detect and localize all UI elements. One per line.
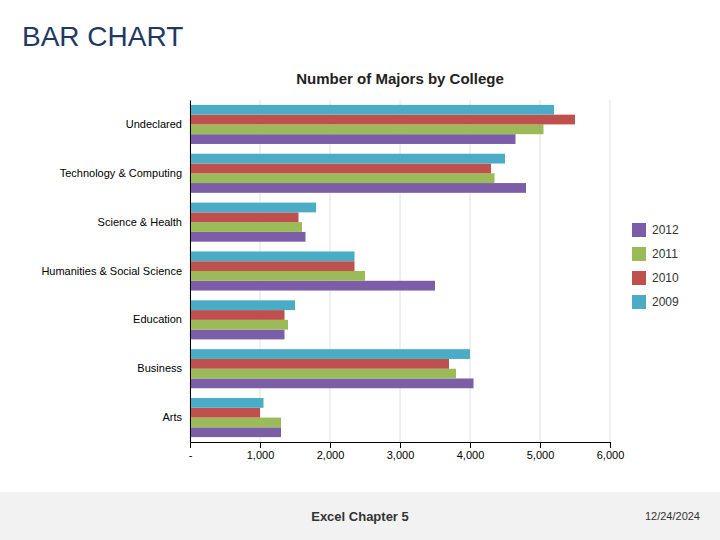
y-tick: Arts xyxy=(162,411,182,423)
legend-label: 2011 xyxy=(652,247,678,261)
plot: Number of Majors by College - 1,000 2,000 3,… xyxy=(41,70,624,461)
y-tick: Education xyxy=(133,313,182,325)
y-tick: Technology & Computing xyxy=(60,167,182,179)
legend-swatch xyxy=(632,295,646,309)
y-axis: Arts Business Education Humanities & Social… xyxy=(41,101,190,443)
y-tick-label: Humanities & Social Science xyxy=(41,265,182,277)
bar xyxy=(190,427,281,437)
bar xyxy=(190,183,526,193)
bar xyxy=(190,349,470,359)
y-tick-label: Undeclared xyxy=(126,118,182,130)
slide-title: BAR CHART xyxy=(22,21,183,52)
footer-band xyxy=(0,492,720,540)
x-tick: - xyxy=(189,442,193,461)
bar xyxy=(190,408,260,418)
chart-svg: BAR CHART Excel Chapter 5 12/24/2024 Number… xyxy=(0,0,720,540)
x-tick-mark xyxy=(190,442,191,448)
legend: 2012 2011 2010 2009 xyxy=(632,223,679,309)
y-tick-label: Business xyxy=(137,362,182,374)
x-tick-label: - xyxy=(189,449,193,461)
grid-line xyxy=(610,100,611,442)
legend-entry: 2011 xyxy=(632,247,678,261)
bar xyxy=(190,330,285,340)
bar xyxy=(190,300,295,310)
grid-line xyxy=(540,100,541,442)
x-tick-label: 3,000 xyxy=(387,449,415,461)
bar xyxy=(190,203,316,213)
bar xyxy=(190,418,281,428)
x-tick-mark xyxy=(470,442,471,448)
bar xyxy=(190,310,285,320)
x-tick: 5,000 xyxy=(527,442,555,461)
bar xyxy=(190,164,491,174)
grid-line xyxy=(190,100,191,442)
legend-swatch xyxy=(632,271,646,285)
bar xyxy=(190,271,365,281)
legend-label: 2012 xyxy=(652,223,679,237)
bar xyxy=(190,105,554,115)
bars xyxy=(190,105,575,437)
x-axis: - 1,000 2,000 3,000 4,000 5,000 6,000 xyxy=(189,442,625,461)
grid-line xyxy=(470,100,471,442)
bar xyxy=(190,359,449,369)
bar xyxy=(190,320,288,330)
x-tick-label: 4,000 xyxy=(457,449,485,461)
chart-title: Number of Majors by College xyxy=(296,70,504,87)
x-tick-mark xyxy=(330,442,331,448)
y-tick: Humanities & Social Science xyxy=(41,265,182,277)
legend-entry: 2010 xyxy=(632,271,679,285)
y-tick: Business xyxy=(137,362,182,374)
bar xyxy=(190,134,516,144)
legend-swatch xyxy=(632,247,646,261)
y-axis-line xyxy=(190,101,191,443)
y-tick-label: Education xyxy=(133,313,182,325)
x-tick-mark xyxy=(260,442,261,448)
legend-label: 2009 xyxy=(652,295,679,309)
bar xyxy=(190,232,306,242)
legend-entry: 2012 xyxy=(632,223,679,237)
y-tick-label: Technology & Computing xyxy=(60,167,182,179)
legend-swatch xyxy=(632,223,646,237)
legend-label: 2010 xyxy=(652,271,679,285)
x-tick-mark xyxy=(540,442,541,448)
bar xyxy=(190,154,505,164)
x-axis-line xyxy=(191,443,611,449)
y-tick: Science & Health xyxy=(98,216,182,228)
footer-text: Excel Chapter 5 xyxy=(311,509,409,524)
x-tick-mark xyxy=(610,442,611,448)
bar xyxy=(190,378,474,388)
bar xyxy=(190,212,299,222)
bar xyxy=(190,398,264,408)
x-tick-label: 1,000 xyxy=(247,449,275,461)
grid-line xyxy=(400,100,401,442)
bar-series xyxy=(190,115,575,418)
grid xyxy=(190,100,610,442)
bar xyxy=(190,261,355,271)
x-tick: 1,000 xyxy=(247,442,275,461)
x-tick: 6,000 xyxy=(597,442,625,461)
bar xyxy=(190,251,355,261)
bar xyxy=(190,281,435,291)
x-tick-mark xyxy=(400,442,401,448)
x-tick-label: 6,000 xyxy=(597,449,625,461)
bar xyxy=(190,222,302,232)
y-tick: Undeclared xyxy=(126,118,182,130)
legend-entry: 2009 xyxy=(632,295,679,309)
bar xyxy=(190,124,544,134)
y-tick-label: Arts xyxy=(162,411,182,423)
bar xyxy=(190,173,495,183)
bar-series xyxy=(190,124,544,427)
y-tick-label: Science & Health xyxy=(98,216,182,228)
x-tick: 2,000 xyxy=(317,442,345,461)
bar-series xyxy=(190,105,554,408)
bar xyxy=(190,369,456,379)
x-tick: 3,000 xyxy=(387,442,415,461)
bar xyxy=(190,115,575,125)
x-tick-label: 5,000 xyxy=(527,449,555,461)
bar-series xyxy=(190,134,526,437)
footer-date: 12/24/2024 xyxy=(645,510,700,522)
x-tick: 4,000 xyxy=(457,442,485,461)
x-tick-label: 2,000 xyxy=(317,449,345,461)
